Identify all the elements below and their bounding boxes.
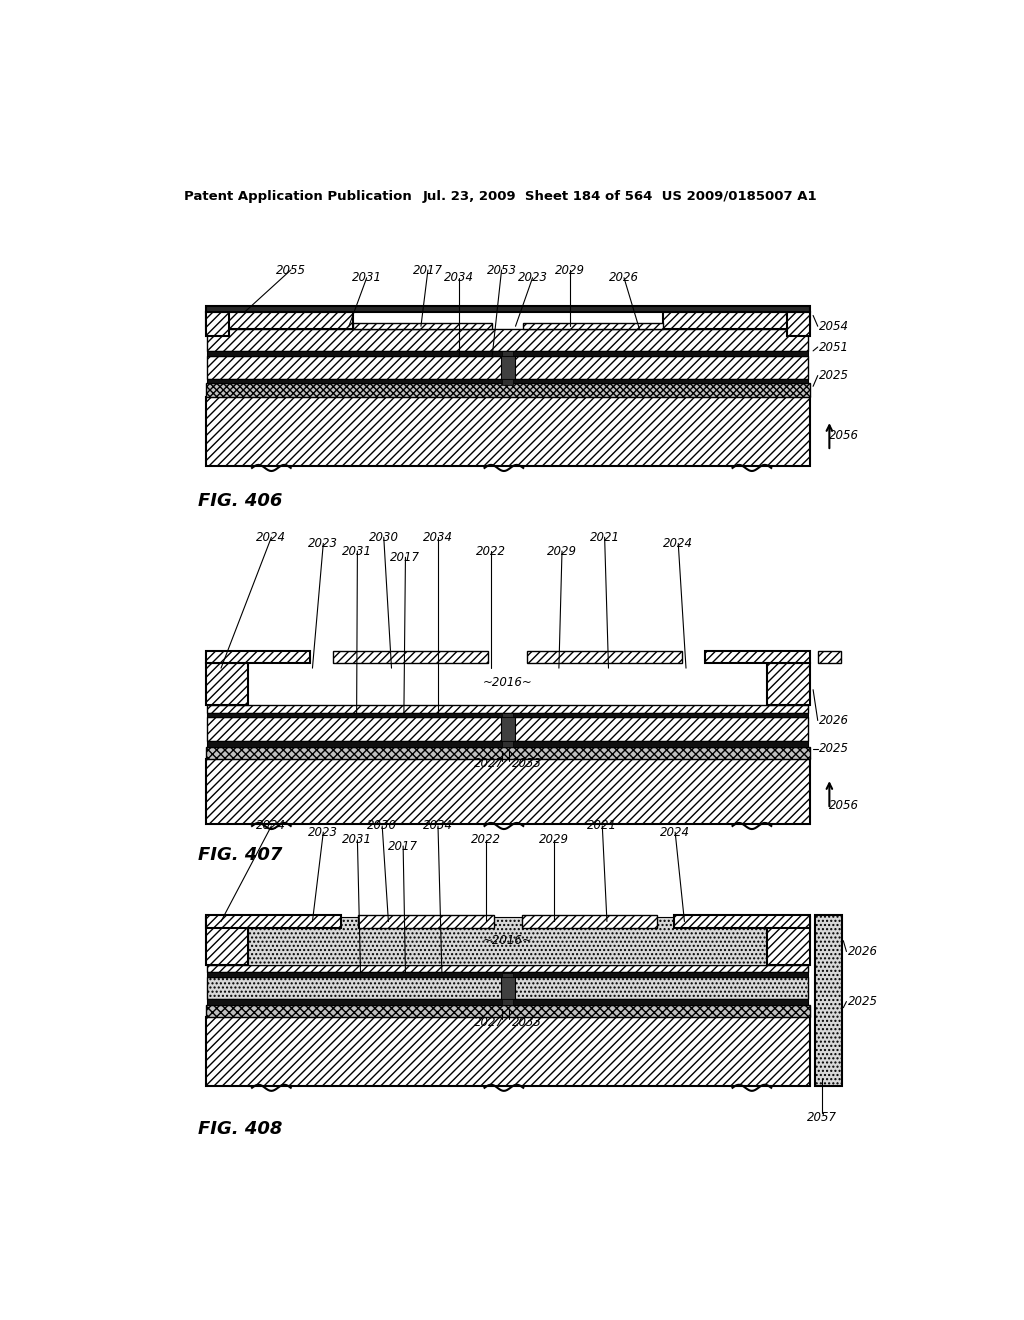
Text: Jul. 23, 2009  Sheet 184 of 564  US 2009/0185007 A1: Jul. 23, 2009 Sheet 184 of 564 US 2009/0… bbox=[423, 190, 817, 203]
Bar bbox=[207, 999, 809, 1006]
Text: FIG. 406: FIG. 406 bbox=[198, 492, 283, 510]
Text: 2017: 2017 bbox=[390, 550, 421, 564]
Text: 2017: 2017 bbox=[388, 840, 418, 853]
Bar bbox=[207, 705, 809, 713]
Bar bbox=[207, 355, 809, 379]
Text: 2023: 2023 bbox=[517, 271, 548, 284]
Text: 2031: 2031 bbox=[342, 833, 373, 846]
Text: 2027: 2027 bbox=[474, 1016, 504, 1028]
Bar bbox=[358, 915, 494, 928]
Text: 2026: 2026 bbox=[848, 945, 878, 958]
Bar bbox=[521, 915, 657, 928]
Bar bbox=[207, 718, 809, 741]
Bar bbox=[206, 651, 310, 663]
Bar bbox=[207, 379, 809, 383]
Bar bbox=[815, 915, 842, 1086]
Bar bbox=[501, 977, 515, 999]
Text: 2029: 2029 bbox=[555, 264, 585, 277]
Bar bbox=[206, 663, 248, 705]
Bar bbox=[206, 1006, 810, 1016]
Text: 2024: 2024 bbox=[660, 825, 690, 838]
Bar bbox=[207, 351, 809, 355]
Bar bbox=[501, 718, 515, 741]
Text: 2034: 2034 bbox=[423, 531, 453, 544]
Text: 2026: 2026 bbox=[819, 714, 849, 727]
Bar bbox=[207, 965, 809, 973]
Text: 2024: 2024 bbox=[664, 537, 693, 550]
Text: 2031: 2031 bbox=[351, 271, 382, 284]
Text: 2027: 2027 bbox=[474, 758, 504, 770]
Text: Patent Application Publication: Patent Application Publication bbox=[183, 190, 412, 203]
Bar bbox=[206, 383, 810, 397]
Text: 2021: 2021 bbox=[590, 531, 620, 544]
Bar bbox=[818, 651, 841, 663]
Text: 2023: 2023 bbox=[308, 537, 338, 550]
Text: 2030: 2030 bbox=[368, 820, 397, 833]
Bar bbox=[206, 759, 810, 825]
Text: 2029: 2029 bbox=[547, 545, 577, 557]
Bar bbox=[767, 663, 810, 705]
Text: 2023: 2023 bbox=[308, 825, 338, 838]
Text: 2025: 2025 bbox=[819, 742, 849, 755]
Text: 2033: 2033 bbox=[512, 1016, 542, 1028]
Bar bbox=[352, 323, 493, 330]
Bar bbox=[206, 917, 248, 965]
Text: 2022: 2022 bbox=[471, 833, 501, 846]
Text: 2025: 2025 bbox=[848, 995, 878, 1008]
Bar bbox=[206, 306, 810, 313]
Text: 2056: 2056 bbox=[829, 429, 859, 442]
Bar bbox=[207, 330, 809, 351]
Bar bbox=[503, 741, 513, 747]
Bar bbox=[675, 915, 810, 928]
Bar bbox=[786, 313, 810, 335]
Bar bbox=[248, 917, 767, 965]
Bar bbox=[706, 651, 810, 663]
Bar bbox=[206, 313, 352, 330]
Bar bbox=[523, 323, 663, 330]
Bar bbox=[206, 313, 228, 335]
Text: 2026: 2026 bbox=[609, 271, 639, 284]
Text: 2034: 2034 bbox=[444, 271, 474, 284]
Bar bbox=[207, 973, 809, 977]
Bar bbox=[503, 351, 513, 355]
Text: 2021: 2021 bbox=[588, 820, 617, 833]
Bar bbox=[206, 397, 810, 466]
Bar bbox=[663, 313, 810, 330]
Bar bbox=[503, 713, 513, 718]
Text: ~2016~: ~2016~ bbox=[483, 676, 532, 689]
Text: 2056: 2056 bbox=[829, 799, 859, 812]
Bar bbox=[207, 741, 809, 747]
Text: 2054: 2054 bbox=[819, 319, 849, 333]
Bar bbox=[207, 713, 809, 718]
Bar bbox=[527, 651, 682, 663]
Text: 2031: 2031 bbox=[342, 545, 373, 557]
Text: 2017: 2017 bbox=[413, 264, 443, 277]
Text: 2024: 2024 bbox=[256, 531, 287, 544]
Bar bbox=[503, 999, 513, 1006]
Text: FIG. 408: FIG. 408 bbox=[198, 1119, 283, 1138]
Text: 2024: 2024 bbox=[256, 820, 287, 833]
Text: 2055: 2055 bbox=[275, 264, 306, 277]
Text: FIG. 407: FIG. 407 bbox=[198, 846, 283, 865]
Bar bbox=[206, 915, 341, 928]
Bar bbox=[767, 917, 810, 965]
Text: 2053: 2053 bbox=[486, 264, 516, 277]
Bar bbox=[334, 651, 488, 663]
Text: 2029: 2029 bbox=[540, 833, 569, 846]
Bar bbox=[206, 747, 810, 759]
Bar bbox=[501, 355, 515, 379]
Bar bbox=[503, 379, 513, 385]
Text: 2025: 2025 bbox=[819, 370, 849, 381]
Text: 2034: 2034 bbox=[423, 820, 453, 833]
Text: ~2016~: ~2016~ bbox=[483, 935, 532, 948]
Bar bbox=[207, 977, 809, 999]
Bar bbox=[206, 1016, 810, 1086]
Bar bbox=[503, 973, 513, 977]
Text: 2022: 2022 bbox=[476, 545, 506, 557]
Text: 2051: 2051 bbox=[819, 341, 849, 354]
Text: 2033: 2033 bbox=[512, 758, 542, 770]
Text: 2057: 2057 bbox=[807, 1110, 838, 1123]
Text: 2030: 2030 bbox=[369, 531, 398, 544]
